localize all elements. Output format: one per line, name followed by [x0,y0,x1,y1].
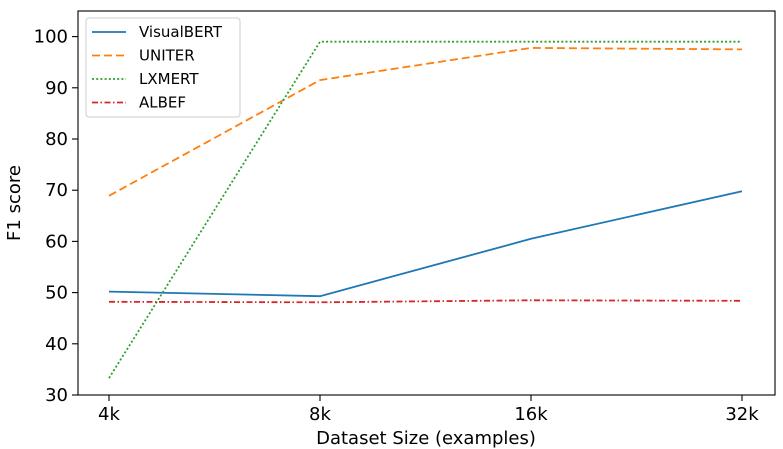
y-tick-label: 30 [45,385,68,406]
plot-area [108,40,743,379]
y-tick-label: 70 [45,180,68,201]
y-tick-label: 80 [45,129,68,150]
series-line-uniter [108,46,743,197]
legend-label-lxmert: LXMERT [139,70,199,88]
plot-frame [77,10,776,396]
x-tick-label: 8k [309,404,331,425]
y-tick-label: 100 [34,27,68,48]
x-tick-label: 32k [725,404,759,425]
x-tick-label: 4k [98,404,120,425]
y-tick-label: 60 [45,231,68,252]
x-tick-label: 16k [514,404,548,425]
legend: VisualBERT UNITER LXMERT ALBEF [85,17,241,118]
series-line-lxmert [108,40,742,379]
y-tick-label: 90 [45,78,68,99]
series-line-albef [108,299,743,304]
y-tick-label: 50 [45,283,68,304]
y-axis-title: F1 score [4,165,25,241]
legend-box [85,17,241,118]
series-line-visualbert [108,190,743,298]
legend-label-visualbert: VisualBERT [139,23,223,41]
legend-label-uniter: UNITER [139,47,195,65]
y-tick-label: 40 [45,334,68,355]
legend-label-albef: ALBEF [139,94,186,112]
axes: 30 40 50 60 70 80 90 100 4k 8k 16k 32k [34,10,776,425]
x-axis-title: Dataset Size (examples) [316,428,536,449]
